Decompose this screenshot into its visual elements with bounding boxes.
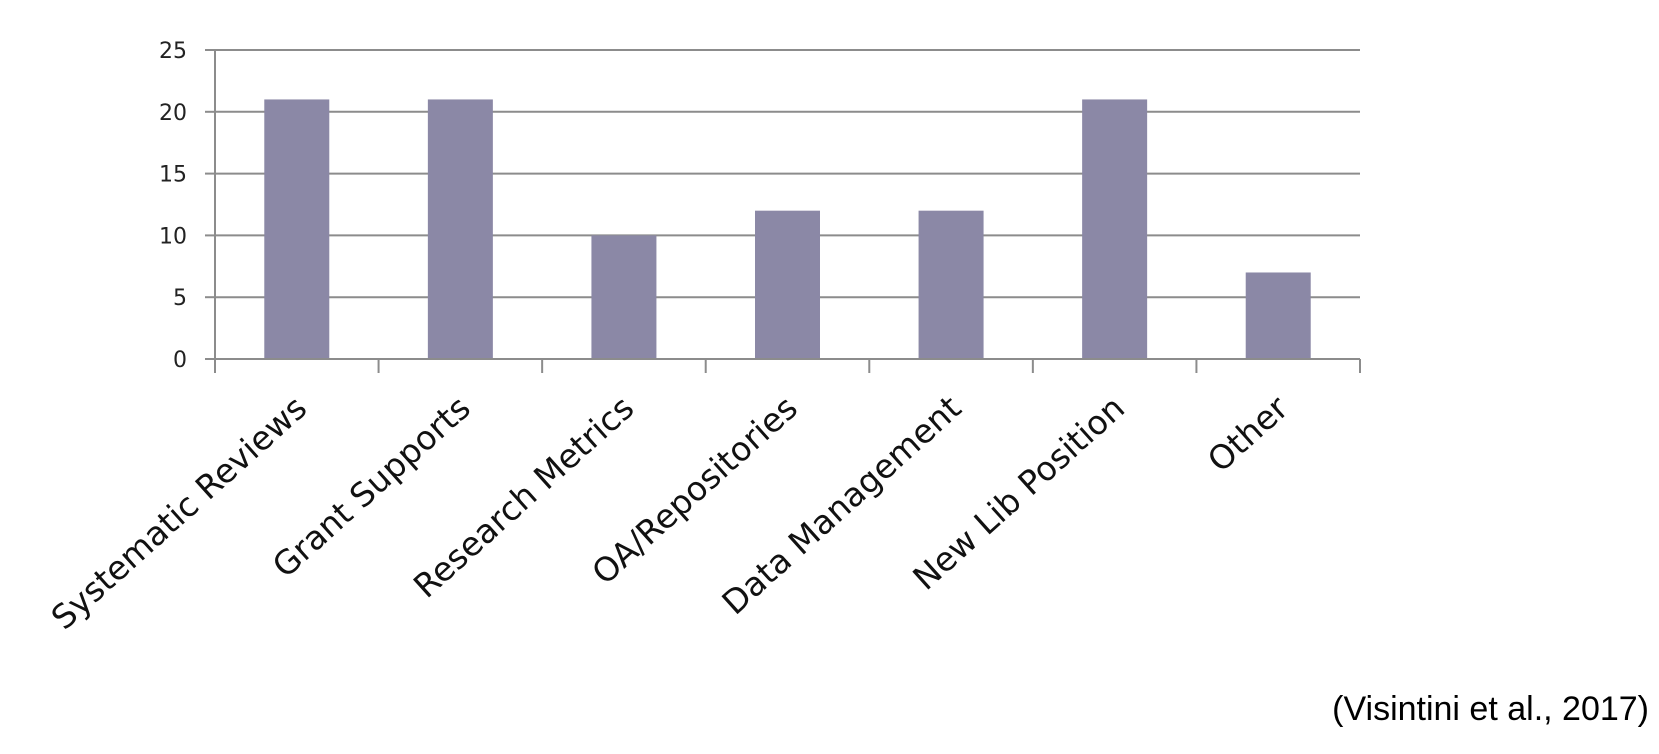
bar: [755, 210, 820, 359]
y-tick-label: 25: [159, 39, 187, 64]
y-tick-label: 15: [159, 163, 187, 188]
bar: [264, 99, 330, 359]
bars: [264, 99, 1311, 359]
citation-text: (Visintini et al., 2017): [1332, 690, 1649, 728]
bar: [427, 99, 493, 359]
y-tick-labels: 0 5 10 15 20 25: [159, 39, 187, 373]
y-tick-label: 5: [173, 286, 187, 311]
y-tick-label: 0: [173, 348, 187, 373]
gridlines: [215, 49, 1360, 299]
bar: [918, 210, 984, 359]
bar: [1082, 99, 1148, 359]
y-tick-label: 10: [159, 224, 187, 249]
bar: [1245, 272, 1311, 359]
y-tick-label: 20: [159, 101, 187, 126]
axes: [205, 49, 1361, 373]
bar: [591, 235, 657, 359]
category-label: Systematic Reviews: [44, 388, 315, 637]
category-label: Other: [1200, 388, 1296, 480]
